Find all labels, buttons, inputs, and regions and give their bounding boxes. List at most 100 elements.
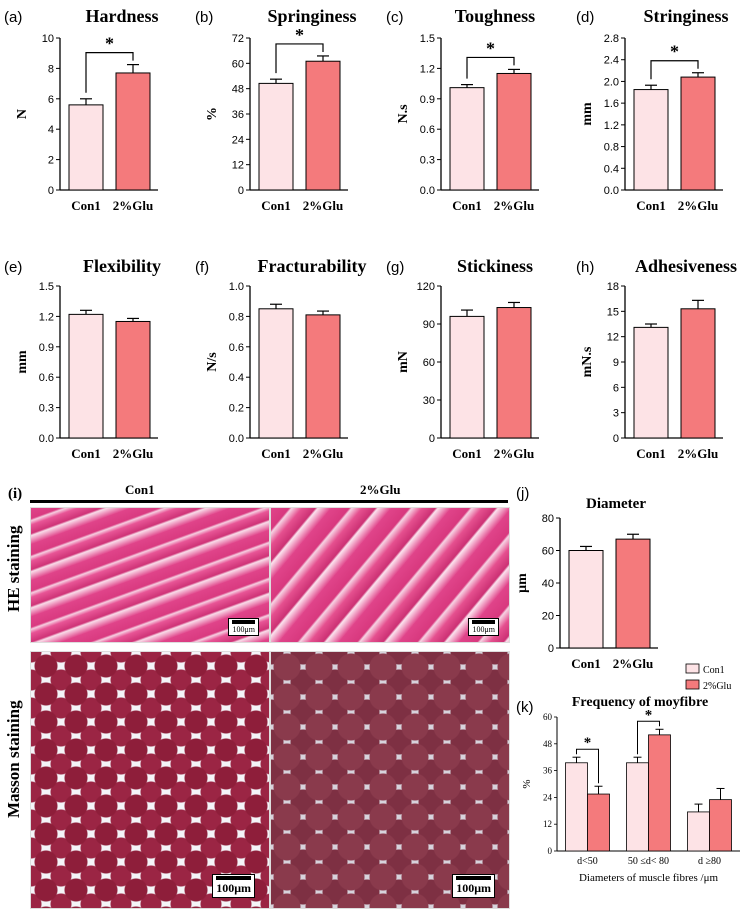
y-tick-label: 30 (423, 395, 435, 407)
bar-Con1 (68, 104, 104, 191)
bar-2pctGlu (115, 320, 151, 439)
significance-bracket (85, 51, 134, 93)
bar-2pctGlu (587, 793, 610, 852)
bar-Con1 (258, 308, 294, 439)
bar-2pctGlu (680, 76, 716, 191)
bar-Con1 (633, 89, 669, 191)
y-tick-label: 12 (607, 332, 619, 344)
panel-letter: (e) (4, 259, 22, 276)
y-tick-label: 72 (232, 33, 244, 45)
bar-Con1 (449, 315, 485, 439)
y-axis-label: mm (580, 102, 595, 126)
y-tick-label: 40 (542, 578, 554, 590)
y-tick-label: 0.0 (39, 433, 54, 445)
y-tick-label: 20 (542, 611, 554, 623)
y-tick-label: 0 (548, 643, 554, 655)
y-tick-label: 1.2 (604, 120, 619, 132)
y-tick-label: 0.6 (420, 124, 435, 136)
y-tick-label: 0 (548, 846, 553, 856)
significance-star: * (295, 25, 304, 45)
y-tick-label: 18 (607, 281, 619, 293)
y-tick-label: 0.9 (420, 94, 435, 106)
chart-title: Fracturability (258, 256, 367, 276)
y-tick-label: 80 (542, 513, 554, 525)
legend-label: Con1 (703, 665, 725, 676)
y-tick-label: 36 (543, 766, 553, 776)
bar-Con1 (565, 762, 588, 852)
panel-letter: (b) (195, 9, 213, 26)
y-tick-label: 60 (423, 357, 435, 369)
chart-title: Diameter (586, 496, 646, 512)
y-tick-label: 1.0 (229, 281, 244, 293)
y-tick-label: 0.4 (604, 163, 619, 175)
y-tick-label: 0.4 (229, 372, 244, 384)
column-label-con1: Con1 (125, 482, 155, 497)
scale-bar: 100μm (228, 618, 259, 636)
panel-letter: (f) (195, 259, 209, 276)
y-axis-label: N/s (205, 352, 220, 372)
row-label-masson: Masson staining (4, 700, 23, 818)
x-tick-label: Con1 (636, 198, 666, 213)
chart-title: Stringiness (643, 6, 728, 26)
x-tick-label: 2%Glu (613, 656, 653, 671)
y-tick-label: 0.0 (604, 185, 619, 197)
significance-bracket (650, 60, 699, 80)
y-tick-label: 1.2 (420, 63, 435, 75)
y-tick-label: 0.8 (604, 142, 619, 154)
significance-bracket (576, 748, 599, 784)
header-rule (30, 500, 508, 503)
bar-Con1 (449, 87, 485, 191)
y-tick-label: 1.6 (604, 98, 619, 110)
panel-letter: (k) (516, 699, 534, 716)
bar-2pctGlu (115, 72, 151, 191)
y-tick-label: 3 (613, 408, 619, 420)
y-tick-label: 60 (232, 58, 244, 70)
significance-bracket (275, 43, 324, 74)
scale-bar: 100μm (212, 874, 255, 898)
y-tick-label: 90 (423, 319, 435, 331)
scale-bar-label: 100μm (216, 881, 251, 895)
bar-2pctGlu (496, 307, 532, 439)
legend-swatch (685, 663, 700, 674)
chart-title: Toughness (455, 6, 535, 26)
y-tick-label: 1.2 (39, 311, 54, 323)
y-tick-label: 0.0 (420, 185, 435, 197)
chart-title: Stickiness (457, 256, 533, 276)
x-tick-label: d ≥80 (698, 856, 721, 867)
y-tick-label: 0 (429, 433, 435, 445)
y-tick-label: 48 (232, 84, 244, 96)
scale-bar-label: 100μm (456, 881, 491, 895)
y-tick-label: 12 (543, 819, 552, 829)
x-tick-label: Con1 (636, 446, 666, 461)
x-tick-label: 2%Glu (113, 198, 153, 213)
chart-title: Springiness (267, 6, 356, 26)
x-tick-label: 2%Glu (494, 198, 534, 213)
panel-letter-i: (i) (8, 486, 23, 502)
y-axis-label: mN.s (580, 346, 595, 377)
masson-image-glu: 100μm (270, 651, 510, 909)
masson-image-con1: 100μm (30, 651, 270, 909)
significance-star: * (486, 38, 495, 58)
column-label-glu: 2%Glu (360, 482, 401, 497)
y-axis-label: % (205, 107, 220, 121)
scale-bar-label: 100μm (232, 625, 255, 634)
y-tick-label: 15 (607, 306, 619, 318)
y-tick-label: 6 (613, 382, 619, 394)
y-tick-label: 0.6 (229, 342, 244, 354)
x-tick-label: Con1 (261, 446, 291, 461)
y-tick-label: 0.9 (39, 342, 54, 354)
y-tick-label: 1.5 (420, 33, 435, 45)
x-tick-label: Con1 (71, 198, 101, 213)
significance-star: * (645, 707, 653, 723)
legend-label: 2%Glu (703, 681, 731, 692)
bar-2pctGlu (709, 799, 732, 852)
y-tick-label: 0 (613, 433, 619, 445)
panel-letter: (j) (516, 485, 529, 502)
scale-bar: 100μm (452, 874, 495, 898)
chart-title: Frequency of moyfibre (572, 695, 708, 710)
y-axis-label: N.s (396, 104, 411, 124)
bar-2pctGlu (615, 538, 651, 649)
x-tick-label: Con1 (452, 198, 482, 213)
y-tick-label: 0.3 (39, 403, 54, 415)
bar-2pctGlu (305, 60, 341, 191)
